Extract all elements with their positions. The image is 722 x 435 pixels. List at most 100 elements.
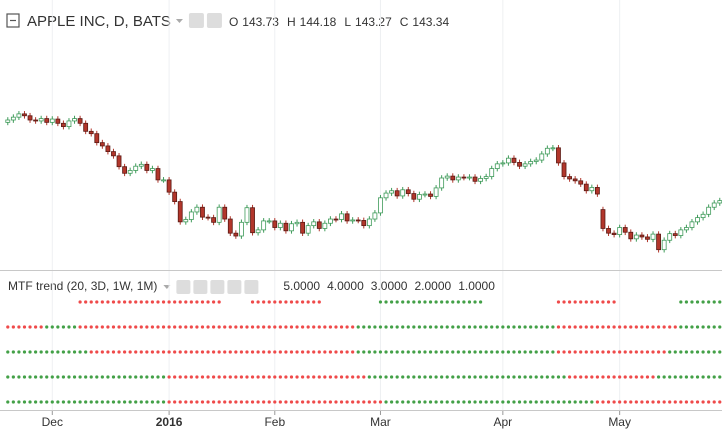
candle-body (266, 220, 272, 223)
candle-body (372, 212, 378, 220)
candle-body (561, 162, 567, 177)
x-tick-label: Apr (493, 415, 512, 429)
candle-body (506, 157, 511, 164)
header-button[interactable] (206, 13, 222, 28)
candle-body (216, 206, 222, 223)
candle-body (10, 116, 16, 121)
candle-body (88, 130, 94, 135)
candle-body (611, 232, 617, 235)
candle-body (205, 216, 211, 219)
candle-body (16, 113, 22, 118)
x-tick-label: Dec (42, 415, 63, 429)
candle-body (200, 206, 205, 218)
candle-body (444, 175, 450, 179)
ohlc-key: H (287, 15, 296, 29)
candle-body (695, 217, 700, 223)
candle-body (339, 213, 344, 220)
dropdown-arrow[interactable] (175, 19, 183, 23)
candle-body (433, 187, 439, 197)
candle-body (606, 228, 611, 234)
candle-body (177, 201, 183, 223)
indicator-button[interactable] (227, 280, 242, 294)
candle-body (711, 202, 717, 208)
candle-body (138, 163, 144, 167)
candle-body (689, 221, 695, 228)
candle-body (428, 193, 433, 197)
candle-body (511, 157, 517, 163)
candle-body (628, 231, 634, 240)
candle-body (261, 220, 267, 231)
candle-body (400, 189, 406, 197)
candle-body (411, 193, 417, 200)
candle-body (450, 175, 456, 181)
candle-body (272, 220, 278, 228)
x-tick-label: Mar (370, 415, 391, 429)
candle-body (38, 118, 44, 122)
candle-body (283, 222, 289, 232)
candle-body (461, 176, 467, 179)
candle-body (61, 122, 66, 128)
indicator-icons (163, 280, 259, 294)
candle-body (122, 166, 127, 174)
ohlc-key: O (229, 15, 238, 29)
indicator-button[interactable] (244, 280, 259, 294)
collapse-icon[interactable] (6, 13, 20, 28)
candle-body (489, 168, 495, 177)
candle-body (166, 179, 172, 193)
legend-value: 2.0000 (414, 279, 451, 293)
ohlc-value: 144.18 (300, 15, 337, 29)
candle-body (544, 147, 550, 155)
candle-body (483, 176, 489, 179)
indicator-button[interactable] (193, 280, 208, 294)
candle-body (567, 176, 572, 180)
header-button[interactable] (188, 13, 204, 28)
indicator-button[interactable] (176, 280, 191, 294)
candle-body (277, 222, 283, 228)
candle-body (116, 155, 122, 168)
candle-body (578, 180, 584, 185)
candle-body (394, 190, 400, 197)
candle-body (300, 221, 305, 234)
candle-body (678, 229, 684, 236)
candle-body (639, 234, 645, 238)
candle-body (528, 161, 534, 165)
x-tick-label: May (608, 415, 631, 429)
candle-body (378, 197, 383, 214)
candle-body (5, 119, 11, 123)
indicator-title: MTF trend (20, 3D, 1W, 1M) (8, 279, 157, 293)
candle-body (572, 178, 578, 182)
candle-body (667, 233, 673, 241)
candle-body (255, 229, 261, 234)
ohlc-value: 143.27 (355, 15, 392, 29)
candle-body (494, 163, 500, 169)
header-icons (175, 13, 222, 28)
candle-body (383, 192, 389, 199)
candle-body (455, 176, 461, 181)
candle-body (522, 163, 528, 167)
candle-body (550, 147, 556, 150)
candle-body (311, 221, 317, 227)
indicator-button[interactable] (210, 280, 225, 294)
candle-body (595, 187, 600, 195)
candle-body (355, 219, 361, 222)
indicator-legend: 5.0000 4.0000 3.0000 2.0000 1.0000 (283, 279, 495, 293)
candle-body (389, 190, 394, 194)
ohlc-key: L (344, 15, 351, 29)
candle-body (361, 220, 367, 227)
x-tick-label: Feb (264, 415, 285, 429)
ohlc-key: C (400, 15, 409, 29)
candle-body (600, 209, 606, 229)
legend-value: 5.0000 (283, 279, 320, 293)
candle-body (467, 176, 472, 179)
candle-body (583, 183, 589, 192)
candle-body (589, 187, 595, 192)
candle-body (656, 233, 661, 251)
candle-body (645, 236, 650, 240)
candle-body (194, 206, 200, 213)
candle-body (144, 163, 150, 171)
candle-body (289, 223, 294, 232)
candle-body (155, 168, 161, 181)
candle-body (478, 178, 483, 182)
candle-body (227, 218, 233, 234)
